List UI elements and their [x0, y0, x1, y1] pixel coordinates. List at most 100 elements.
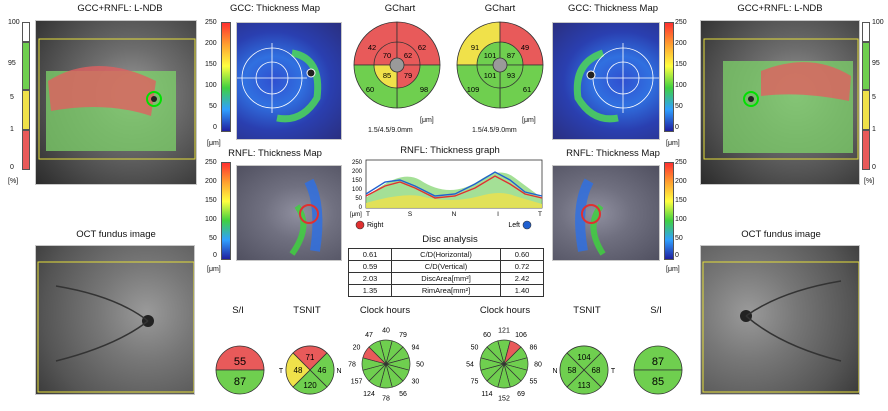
scale-unit: [%]	[8, 178, 19, 185]
gchart-left-title: GChart	[384, 3, 416, 14]
x-tick: N	[452, 211, 457, 218]
y-tick: 50	[355, 196, 362, 202]
gchart-left: 42 62 98 60 70 62 79 85	[352, 20, 442, 110]
row-label: C/D(Vertical)	[391, 260, 501, 273]
rnfl-graph-title: RNFL: Thickness graph	[400, 145, 500, 156]
left-value: 0.60	[500, 248, 544, 261]
rnfl-graph: 250 200 150 100 50 0 [μm] T S N I T Righ…	[340, 158, 550, 238]
scale-label: 250	[205, 19, 217, 26]
clock-hour-value: 50	[471, 345, 479, 352]
row-label: C/D(Horizontal)	[391, 248, 501, 261]
scale-label: 1	[10, 126, 14, 133]
si-right-chart: 87 85	[632, 344, 684, 396]
left-lndb-image	[35, 20, 197, 185]
right-lndb-scale: 100 95 5 1 0 [%]	[862, 19, 886, 185]
tsnit-value: 48	[294, 366, 303, 375]
scale-label: 100	[8, 19, 20, 26]
rnfl-map-right-title: RNFL: Thickness Map	[566, 148, 660, 159]
y-tick: 150	[352, 178, 363, 184]
clock-hour-value: 114	[481, 391, 492, 398]
gchart-value: 42	[368, 43, 376, 52]
clock-left-chart: 79 94 50 30 56 78 124 157 78 20 47 40	[345, 318, 427, 406]
tsnit-axis-label: N	[552, 368, 557, 375]
right-lndb-title: GCC+RNFL: L-NDB	[737, 3, 823, 14]
clock-hour-value: 47	[365, 332, 373, 339]
rnfl-map-right-image	[552, 165, 660, 261]
x-tick: T	[366, 211, 370, 218]
clock-hour-value: 94	[412, 345, 420, 352]
clock-hour-value: 78	[348, 362, 356, 369]
gcc-map-left-image	[236, 22, 342, 140]
scale-label: 100	[872, 19, 884, 26]
gchart-right-footer: 1.5/4.5/9.0mm	[472, 127, 517, 134]
right-value: 0.59	[348, 260, 392, 273]
clock-hour-value: 56	[399, 391, 407, 398]
legend-right-marker	[355, 220, 365, 230]
tsnit-axis-label: T	[279, 368, 284, 375]
clock-hour-value: 54	[466, 362, 474, 369]
right-value: 0.61	[348, 248, 392, 261]
fundus-left-title: OCT fundus image	[76, 229, 156, 240]
gchart-value: 62	[418, 43, 426, 52]
clock-hour-value: 80	[534, 362, 542, 369]
x-tick: T	[538, 211, 542, 218]
right-value: 1.35	[348, 284, 392, 297]
left-value: 2.42	[500, 272, 544, 285]
scale-unit: [μm]	[207, 140, 221, 147]
scale-label: 250	[675, 19, 687, 26]
scale-label: 200	[675, 40, 687, 47]
tsnit-value: 71	[306, 353, 315, 362]
tsnit-right-title: TSNIT	[573, 305, 601, 316]
row-label: DiscArea[mm²]	[391, 272, 501, 285]
fundus-right-image	[700, 245, 860, 395]
scale-label: 200	[205, 40, 217, 47]
graph-unit: [μm]	[350, 212, 362, 218]
gchart-left-footer: 1.5/4.5/9.0mm	[368, 127, 413, 134]
gcc-map-left-title: GCC: Thickness Map	[229, 3, 321, 14]
left-value: 0.72	[500, 260, 544, 273]
scale-label: 100	[205, 82, 217, 89]
gchart-value: 79	[404, 71, 412, 80]
scale-label: 0	[10, 164, 14, 171]
clock-left-title: Clock hours	[359, 305, 411, 316]
scale-label: 200	[675, 178, 687, 185]
gchart-value: 101	[484, 71, 497, 80]
gchart-value: 91	[471, 43, 479, 52]
si-left-title: S/I	[232, 305, 244, 316]
rnfl-map-right-scale: 250 200 150 100 50 0 [μm]	[662, 159, 692, 277]
y-tick: 100	[352, 187, 363, 193]
clock-hour-value: 20	[353, 345, 361, 352]
tsnit-axis-label: T	[611, 368, 616, 375]
scale-label: 150	[205, 61, 217, 68]
gchart-value: 85	[383, 71, 391, 80]
scale-label: 100	[675, 216, 687, 223]
tsnit-value: 68	[592, 366, 601, 375]
fundus-left-image	[35, 245, 195, 395]
left-lndb-scale: 100 95 5 1 0 [%]	[8, 19, 32, 185]
scale-unit: [μm]	[666, 266, 680, 273]
tsnit-value: 104	[577, 353, 591, 362]
tsnit-value: 120	[303, 381, 317, 390]
gchart-value: 62	[404, 51, 412, 60]
y-tick: 250	[352, 160, 363, 166]
gchart-value: 98	[420, 85, 428, 94]
clock-hour-value: 75	[471, 379, 479, 386]
x-tick: I	[497, 211, 499, 218]
gchart-value: 87	[507, 51, 515, 60]
tsnit-left-chart: 71 48 46 120 T N	[278, 344, 342, 396]
si-bottom-value: 85	[652, 376, 664, 388]
scale-label: 50	[209, 103, 217, 110]
scale-label: 95	[872, 60, 880, 67]
y-tick: 0	[359, 205, 363, 211]
y-tick: 200	[352, 169, 363, 175]
scale-unit: [μm]	[666, 140, 680, 147]
tsnit-value: 46	[318, 366, 327, 375]
clock-hour-value: 121	[498, 328, 510, 335]
clock-right-title: Clock hours	[479, 305, 531, 316]
x-tick: S	[408, 211, 413, 218]
table-row: 2.03 DiscArea[mm²] 2.42	[348, 272, 544, 285]
disc-analysis-title: Disc analysis	[422, 234, 478, 245]
clock-hour-value: 86	[530, 345, 538, 352]
clock-hour-value: 106	[515, 332, 527, 339]
gcc-map-right-title: GCC: Thickness Map	[567, 3, 659, 14]
